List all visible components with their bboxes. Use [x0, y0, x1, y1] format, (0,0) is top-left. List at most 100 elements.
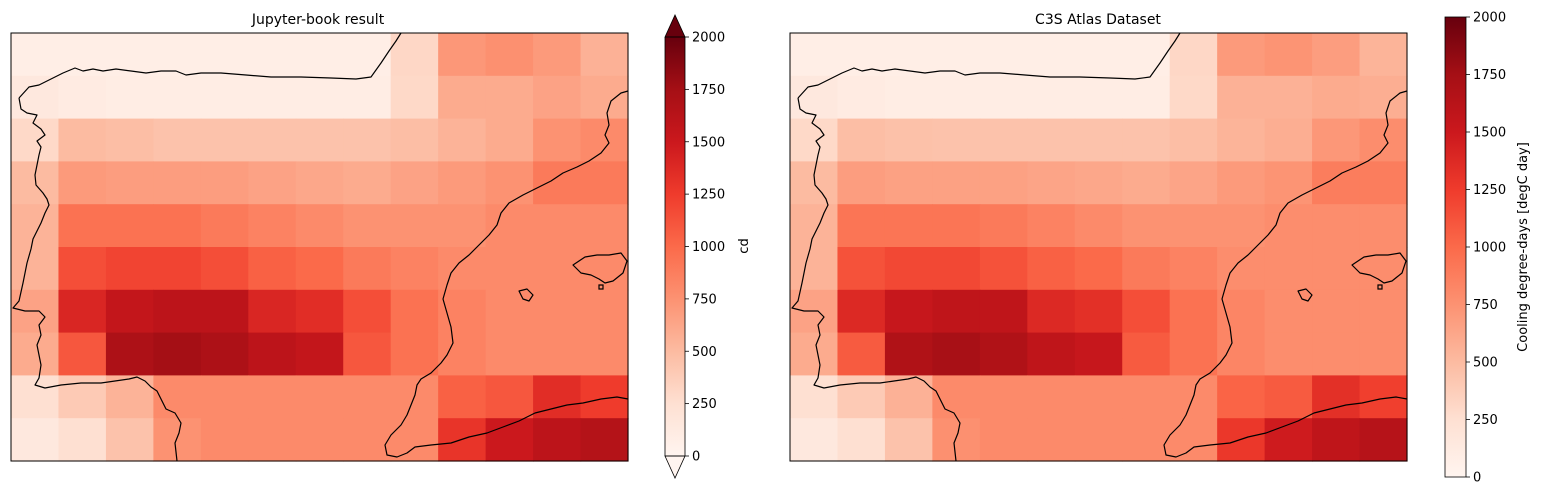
heatmap-cell	[1169, 33, 1218, 77]
heatmap-cell	[1264, 161, 1313, 205]
colorbar-tick-label: 1000	[1473, 241, 1506, 256]
heatmap-cell	[1122, 375, 1171, 419]
heatmap-cell	[979, 75, 1028, 120]
heatmap-cell	[105, 75, 154, 120]
heatmap-cell	[11, 75, 60, 120]
heatmap-cell	[295, 247, 344, 291]
heatmap-cell	[485, 289, 534, 334]
heatmap-cell	[1122, 332, 1171, 376]
heatmap-cell	[1217, 204, 1266, 248]
heatmap-cell	[438, 118, 487, 162]
heatmap-cell	[11, 418, 60, 462]
map-title-left: Jupyter-book result	[251, 12, 385, 28]
heatmap-cell	[343, 247, 392, 291]
heatmap-cell	[58, 33, 107, 77]
heatmap-cell	[884, 247, 933, 291]
heatmap-cell	[343, 418, 392, 462]
coastline-west-left	[12, 97, 182, 462]
map-frame-left	[10, 32, 629, 462]
heatmap-cell	[343, 161, 392, 205]
heatmap-cell	[932, 418, 981, 462]
heatmap-cell	[153, 418, 202, 462]
heatmap-cell	[790, 332, 839, 376]
heatmap-cell	[248, 375, 297, 419]
heatmap-cell	[390, 161, 439, 205]
heatmap-cell	[343, 375, 392, 419]
heatmap-cell	[438, 204, 487, 248]
coastline-east-right	[1163, 90, 1408, 458]
heatmap-cell	[105, 289, 154, 334]
heatmap-cell	[837, 33, 886, 77]
coastline-right	[791, 32, 1408, 462]
heatmap-cell	[1312, 75, 1361, 120]
colorbar-tick-label: 500	[1473, 356, 1498, 371]
colorbar-ticks-right: 0 250 500 750 1000 1250 1500 1750 2000	[1466, 11, 1506, 486]
heatmap-cell	[1169, 204, 1218, 248]
colorbar-tick-label: 2000	[1473, 11, 1506, 26]
heatmap-grid-right	[790, 33, 1408, 462]
colorbar-tick-label: 1500	[692, 135, 725, 150]
heatmap-cell	[1217, 332, 1266, 376]
heatmap-cell	[1027, 247, 1076, 291]
heatmap-cell	[1074, 247, 1123, 291]
heatmap-cell	[790, 247, 839, 291]
heatmap-cell	[1312, 33, 1361, 77]
heatmap-cell	[932, 75, 981, 120]
heatmap-cell	[200, 118, 249, 162]
heatmap-cell	[1027, 375, 1076, 419]
heatmap-cell	[884, 161, 933, 205]
heatmap-cell	[1169, 332, 1218, 376]
heatmap-cell	[58, 118, 107, 162]
colorbar-label-right: Cooling degree-days [degC day]	[1516, 142, 1531, 352]
colorbar-tick-label: 1500	[1473, 126, 1506, 141]
heatmap-cell	[11, 247, 60, 291]
heatmap-cell	[884, 75, 933, 120]
heatmap-cell	[438, 375, 487, 419]
heatmap-cell	[1122, 161, 1171, 205]
heatmap-cell	[1074, 332, 1123, 376]
heatmap-cell	[533, 118, 582, 162]
heatmap-cell	[932, 375, 981, 419]
heatmap-cell	[438, 33, 487, 77]
heatmap-cell	[533, 247, 582, 291]
heatmap-cell	[1027, 204, 1076, 248]
heatmap-cell	[1169, 118, 1218, 162]
heatmap-cell	[295, 118, 344, 162]
heatmap-cell	[533, 418, 582, 462]
heatmap-cell	[153, 332, 202, 376]
colorbar-right: 0 250 500 750 1000 1250 1500 1750 2000 Cooling d…	[1444, 11, 1531, 486]
heatmap-cell	[390, 204, 439, 248]
colorbar-label-left: cd	[737, 238, 752, 253]
heatmap-cell	[1359, 161, 1408, 205]
heatmap-cell	[343, 33, 392, 77]
heatmap-cell	[1217, 33, 1266, 77]
heatmap-cell	[485, 118, 534, 162]
heatmap-cell	[884, 289, 933, 334]
heatmap-cell	[1359, 332, 1408, 376]
island-mallorca-left	[572, 252, 628, 284]
heatmap-cell	[390, 75, 439, 120]
heatmap-cell	[153, 247, 202, 291]
heatmap-cell	[343, 118, 392, 162]
heatmap-cell	[932, 161, 981, 205]
heatmap-cell	[932, 332, 981, 376]
colorbar-tick-label: 1250	[692, 188, 725, 203]
heatmap-cell	[343, 75, 392, 120]
heatmap-cell	[200, 289, 249, 334]
heatmap-cell	[105, 118, 154, 162]
map-title-right: C3S Atlas Dataset	[1035, 12, 1161, 28]
heatmap-cell	[979, 418, 1028, 462]
heatmap-cell	[390, 418, 439, 462]
map-panel-left: Jupyter-book result	[10, 12, 629, 462]
heatmap-cell	[790, 161, 839, 205]
heatmap-cell	[200, 418, 249, 462]
heatmap-cell	[1264, 75, 1313, 120]
heatmap-cell	[837, 75, 886, 120]
heatmap-cell	[1217, 75, 1266, 120]
heatmap-cell	[1312, 118, 1361, 162]
heatmap-cell	[979, 247, 1028, 291]
heatmap-cell	[837, 332, 886, 376]
colorbar-tick-label: 2000	[692, 31, 725, 46]
heatmap-cell	[1359, 418, 1408, 462]
heatmap-cell	[248, 75, 297, 120]
